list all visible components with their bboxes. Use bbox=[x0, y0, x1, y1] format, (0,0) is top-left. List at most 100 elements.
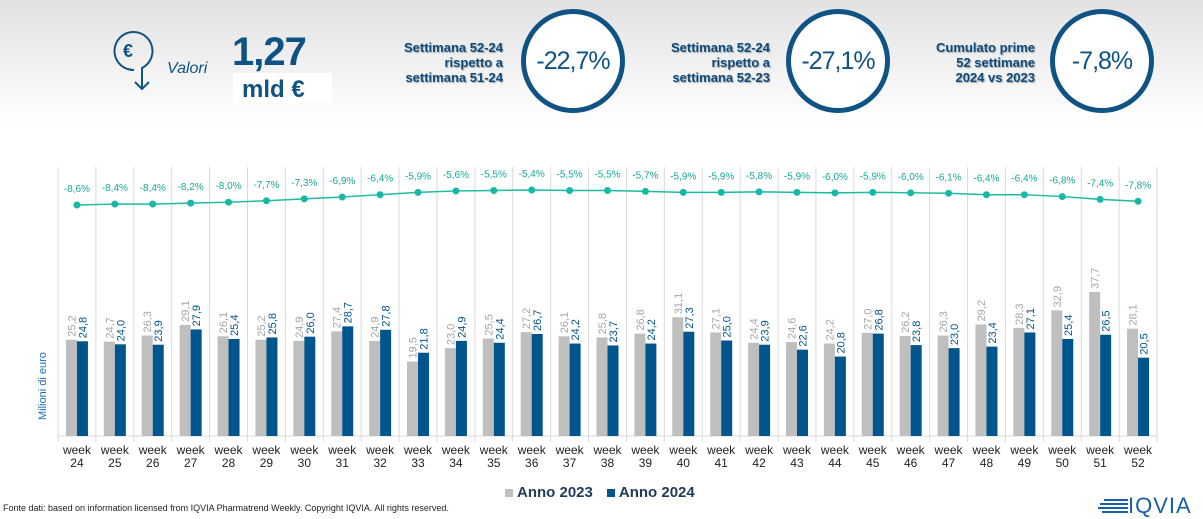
bar-2024 bbox=[796, 349, 808, 436]
legend-swatch-2024 bbox=[606, 488, 615, 497]
x-tick-label-line: 50 bbox=[1056, 456, 1070, 470]
x-tick-label: week 26 bbox=[138, 443, 168, 470]
x-tick-label-line: week bbox=[365, 443, 395, 457]
x-tick-label: week 47 bbox=[934, 443, 964, 470]
cumulative-point bbox=[414, 188, 422, 196]
chart-bar-labels: 25,2 24,8 24,7 24,0 26,3 23,929,1 27,9 26,1 25,4… bbox=[66, 268, 1150, 359]
bar-2023 bbox=[1089, 291, 1101, 436]
bar-label-2023: 24,6 bbox=[786, 318, 798, 339]
cumulative-label: -6,8% bbox=[1049, 176, 1075, 187]
bar-label-2024: 26,8 bbox=[873, 309, 885, 330]
bar-label-2024: 22,6 bbox=[797, 325, 809, 346]
x-tick-label: week 36 bbox=[517, 443, 547, 470]
x-tick-label: week 52 bbox=[1123, 443, 1153, 470]
bar-label-2024: 27,3 bbox=[684, 307, 696, 328]
x-tick-label: week 50 bbox=[1047, 443, 1077, 470]
kpi-label-week-vs-prev: Settimana 52-24 rispetto a settimana 51-… bbox=[378, 40, 503, 85]
bar-2023 bbox=[634, 333, 646, 436]
bar-2023 bbox=[255, 339, 267, 436]
x-tick-label: week 37 bbox=[555, 443, 585, 470]
bar-label-2023: 28,1 bbox=[1128, 304, 1140, 325]
bar-label-2023: 25,8 bbox=[597, 313, 609, 334]
cumulative-label: -6,4% bbox=[1011, 174, 1037, 185]
bar-label-2023: 24,4 bbox=[749, 318, 761, 339]
bar-2024 bbox=[986, 346, 998, 436]
bar-label-2024: 20,8 bbox=[835, 332, 847, 353]
cumulative-label: -5,9% bbox=[670, 171, 696, 182]
legend-item-2023: Anno 2023 bbox=[505, 484, 593, 501]
x-tick-label-line: week bbox=[555, 443, 585, 457]
bar-2023 bbox=[444, 348, 456, 436]
x-tick-label-line: week bbox=[403, 443, 433, 457]
bar-label-2024: 23,9 bbox=[153, 320, 165, 341]
bar-label-2024: 20,5 bbox=[1139, 333, 1151, 354]
kpi-circle-cumulative: -7,8% bbox=[1050, 9, 1154, 113]
kpi-label-line: settimana 51-24 bbox=[405, 70, 503, 85]
legend-label-2023: Anno 2023 bbox=[517, 484, 593, 501]
bar-2023 bbox=[672, 317, 684, 436]
x-tick-label-line: week bbox=[517, 443, 547, 457]
cumulative-point bbox=[945, 189, 953, 197]
kpi-label-cumulative: Cumulato prime 52 settimane 2024 vs 2023 bbox=[900, 40, 1035, 85]
x-tick-label-line: 38 bbox=[601, 456, 615, 470]
bar-label-2023: 24,2 bbox=[824, 319, 836, 340]
cumulative-point bbox=[338, 193, 346, 201]
total-unit: mld € bbox=[242, 76, 305, 103]
bar-label-2024: 26,0 bbox=[305, 312, 317, 333]
cumulative-point bbox=[604, 186, 611, 194]
x-tick-label-line: week bbox=[479, 443, 509, 457]
x-tick-label-line: 49 bbox=[1018, 456, 1032, 470]
kpi-label-line: settimana 52-23 bbox=[672, 70, 770, 85]
cumulative-point bbox=[528, 186, 536, 194]
bar-label-2023: 25,5 bbox=[483, 314, 495, 335]
kpi-label-line: Cumulato prime bbox=[936, 40, 1035, 55]
bar-2024 bbox=[190, 329, 202, 436]
bar-label-2024: 26,7 bbox=[532, 310, 544, 331]
x-tick-label-line: 32 bbox=[373, 456, 387, 470]
x-tick-label-line: 27 bbox=[184, 456, 198, 470]
bar-2023 bbox=[823, 343, 835, 436]
x-tick-label: week 27 bbox=[176, 443, 206, 470]
legend-label-2024: Anno 2024 bbox=[618, 484, 695, 501]
x-tick-label-line: 33 bbox=[411, 456, 425, 470]
bar-2023 bbox=[748, 342, 760, 436]
x-tick-label-line: 45 bbox=[866, 456, 880, 470]
x-tick-label-line: week bbox=[820, 443, 850, 457]
cumulative-point bbox=[149, 200, 157, 208]
iqvia-lines-icon bbox=[1098, 499, 1128, 513]
legend-item-2024: Anno 2024 bbox=[606, 484, 695, 501]
x-tick-label: week 32 bbox=[365, 443, 395, 470]
x-tick-label-line: week bbox=[251, 443, 281, 457]
bar-2024 bbox=[531, 334, 543, 436]
euro-down-arrow-icon: € bbox=[113, 31, 154, 91]
cumulative-point bbox=[1096, 195, 1104, 203]
bar-label-2023: 25,2 bbox=[256, 315, 268, 336]
bar-2023 bbox=[975, 324, 987, 436]
cumulative-label: -5,7% bbox=[632, 170, 658, 181]
bar-label-2023: 37,7 bbox=[1090, 268, 1102, 289]
bar-label-2023: 24,9 bbox=[370, 316, 382, 337]
bar-2023 bbox=[482, 338, 494, 436]
cumulative-point bbox=[73, 201, 81, 209]
x-tick-label-line: 46 bbox=[904, 456, 918, 470]
x-tick-label: week 44 bbox=[820, 443, 850, 470]
kpi-label-line: Settimana 52-24 bbox=[671, 40, 770, 55]
x-tick-label-line: 39 bbox=[639, 456, 653, 470]
cumulative-label: -5,9% bbox=[405, 171, 431, 182]
x-tick-label-line: 42 bbox=[752, 456, 766, 470]
x-tick-label-line: week bbox=[706, 443, 736, 457]
bar-label-2024: 23,0 bbox=[949, 324, 961, 345]
bar-2024 bbox=[342, 326, 354, 436]
x-tick-label-line: 51 bbox=[1093, 456, 1107, 470]
cumulative-label: -5,5% bbox=[594, 169, 620, 180]
bar-2024 bbox=[1062, 338, 1074, 436]
bar-label-2024: 25,4 bbox=[1063, 315, 1075, 336]
bar-2024 bbox=[228, 338, 240, 436]
bar-label-2023: 29,1 bbox=[180, 300, 192, 321]
x-tick-label-line: week bbox=[744, 443, 774, 457]
bar-2023 bbox=[407, 361, 419, 436]
x-tick-label-line: 47 bbox=[942, 456, 956, 470]
bar-2023 bbox=[141, 335, 153, 436]
bar-2024 bbox=[607, 345, 619, 436]
x-tick-label-line: 30 bbox=[298, 456, 312, 470]
